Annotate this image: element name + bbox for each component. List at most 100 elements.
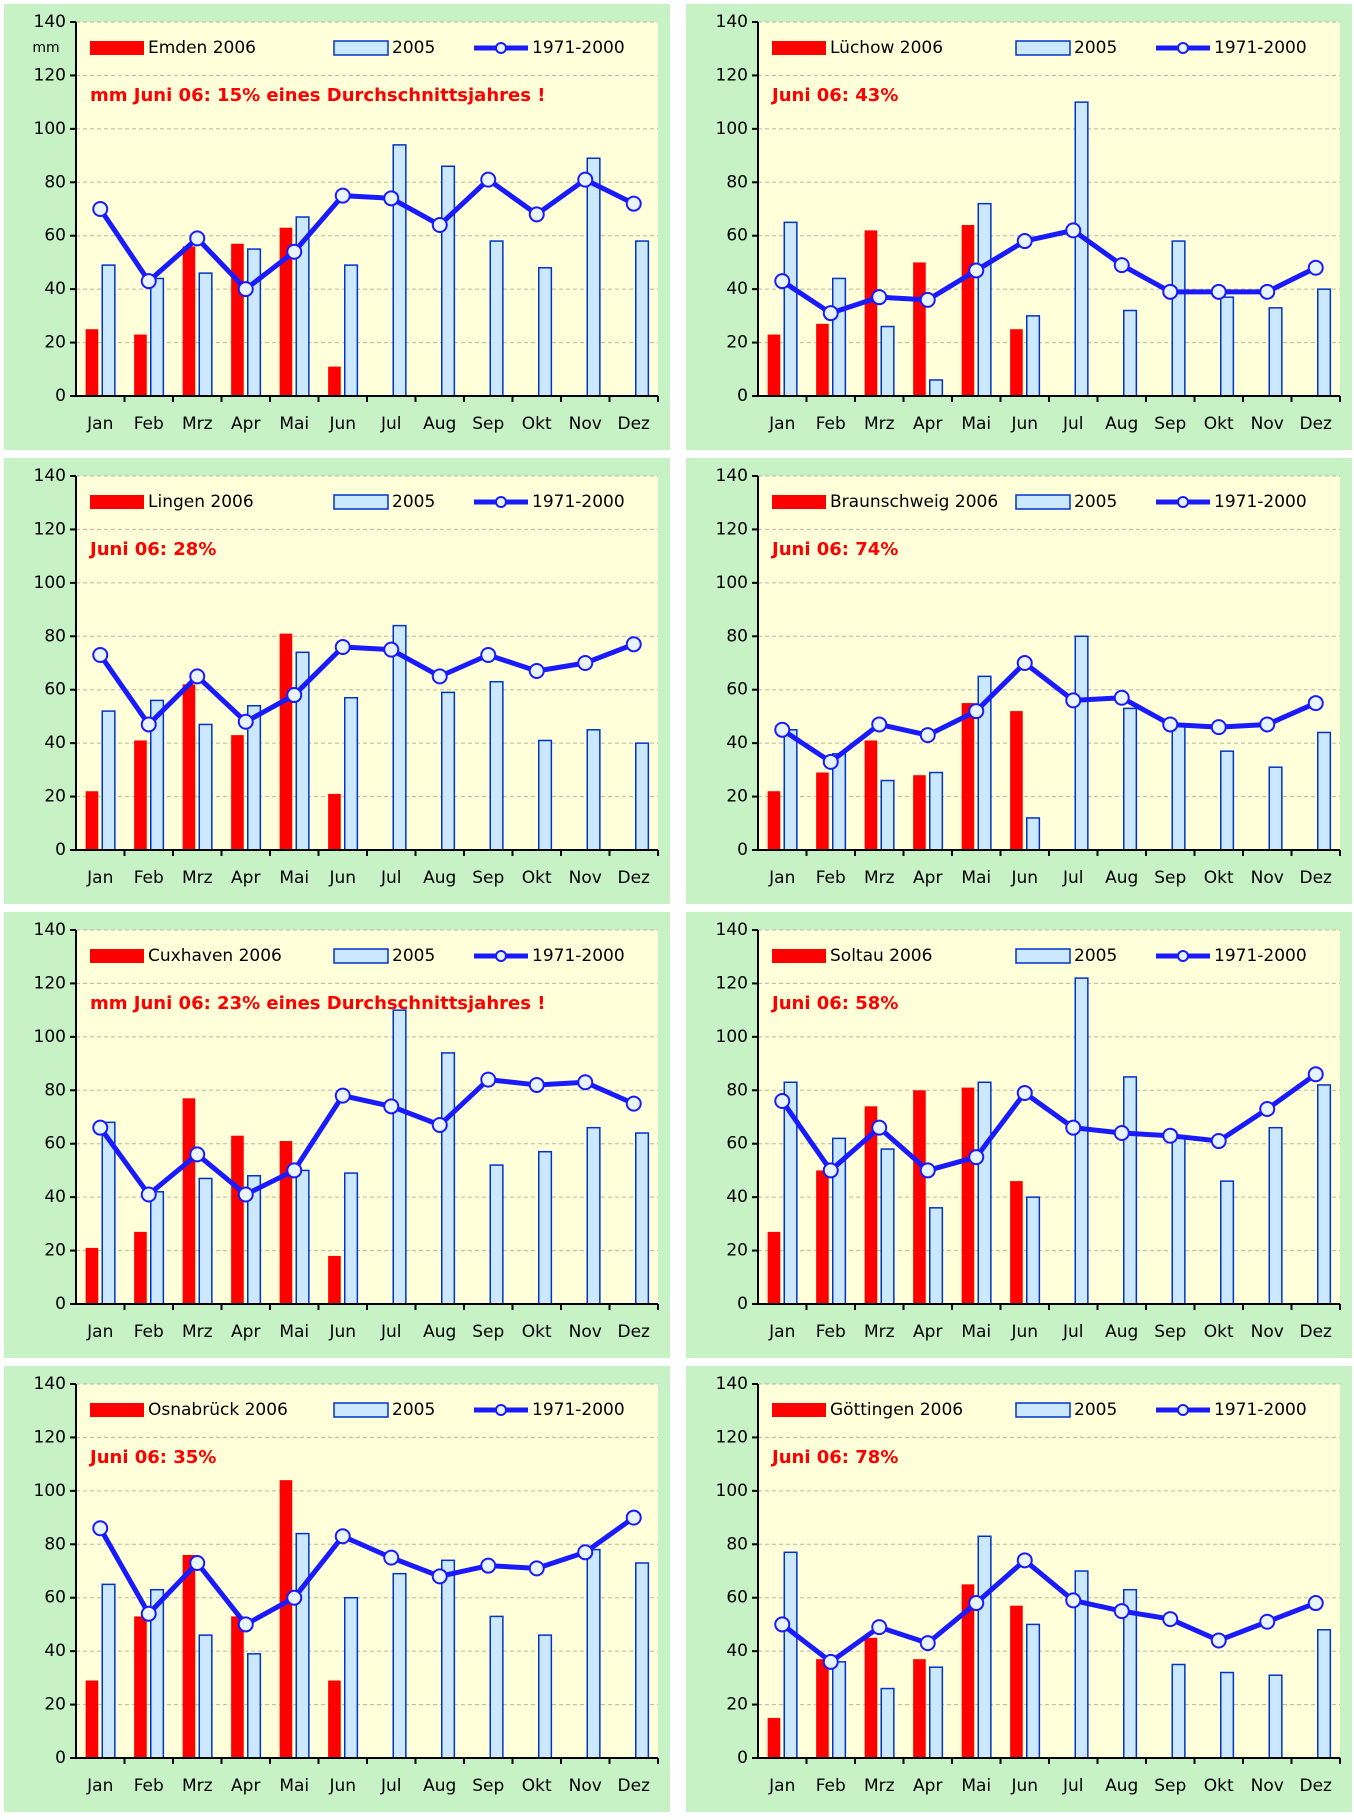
line-marker bbox=[774, 721, 791, 738]
legend-swatch bbox=[495, 496, 507, 508]
y-tick-label: 60 bbox=[44, 226, 66, 246]
bar bbox=[489, 680, 504, 851]
bar bbox=[441, 691, 456, 851]
line-marker bbox=[1259, 283, 1276, 300]
y-tick-label: 20 bbox=[726, 333, 748, 353]
bar bbox=[913, 775, 926, 850]
line-marker bbox=[237, 713, 254, 730]
line-marker bbox=[383, 1098, 400, 1115]
line-marker bbox=[968, 703, 985, 720]
bar bbox=[1171, 1134, 1186, 1305]
y-tick-label: 20 bbox=[44, 1695, 66, 1715]
line-marker bbox=[577, 655, 594, 671]
bar bbox=[279, 227, 293, 396]
bar bbox=[279, 1141, 293, 1304]
line-marker bbox=[92, 1520, 109, 1537]
line-marker bbox=[334, 1528, 351, 1545]
legend-label: 1971-2000 bbox=[532, 1400, 625, 1420]
line bbox=[98, 177, 635, 292]
legend-label: 2005 bbox=[1074, 946, 1117, 966]
legend-label: Soltau 2006 bbox=[830, 946, 932, 966]
legend-swatch bbox=[333, 494, 389, 510]
line-marker bbox=[822, 1653, 839, 1670]
legend-label: 2005 bbox=[1074, 1400, 1117, 1420]
y-tick-label: 80 bbox=[44, 1080, 66, 1100]
line-marker bbox=[431, 1568, 448, 1585]
x-tick-label: Apr bbox=[913, 1776, 942, 1796]
line-marker bbox=[871, 1619, 888, 1636]
x-tick-label: Feb bbox=[816, 1322, 846, 1342]
x-tick-label: Sep bbox=[472, 1322, 504, 1342]
annotation: Juni 06: 74% bbox=[770, 539, 898, 560]
bar bbox=[344, 1172, 359, 1305]
annotation: mm Juni 06: 15% eines Durchschnittsjahre… bbox=[90, 85, 545, 106]
bar bbox=[392, 1009, 407, 1305]
line-marker bbox=[286, 243, 303, 260]
bar bbox=[1171, 1663, 1186, 1759]
bar bbox=[231, 243, 244, 396]
bar bbox=[635, 1562, 650, 1759]
line-marker bbox=[431, 217, 448, 234]
bar bbox=[344, 696, 359, 851]
x-tick-label: Nov bbox=[1251, 1322, 1284, 1342]
bar bbox=[182, 1098, 196, 1304]
bar bbox=[538, 1150, 553, 1305]
x-tick-label: Jan bbox=[86, 1322, 113, 1342]
line-marker bbox=[1113, 1603, 1130, 1620]
y-tick-label: 100 bbox=[34, 1027, 66, 1047]
y-tick-label: 20 bbox=[726, 1695, 748, 1715]
bar bbox=[1074, 977, 1089, 1305]
bar bbox=[961, 1584, 975, 1758]
line-marker bbox=[1162, 1127, 1179, 1144]
bar bbox=[1220, 1180, 1235, 1305]
bar bbox=[1220, 1671, 1235, 1759]
y-tick-label: 80 bbox=[726, 1080, 748, 1100]
bar bbox=[247, 1653, 262, 1759]
x-tick-label: Nov bbox=[1251, 414, 1284, 434]
x-tick-label: Mai bbox=[279, 868, 309, 888]
line-marker bbox=[1210, 719, 1227, 736]
x-tick-label: Mrz bbox=[182, 1776, 213, 1796]
x-tick-label: Dez bbox=[618, 1322, 651, 1342]
x-tick-label: Jun bbox=[328, 868, 356, 888]
x-tick-label: Jul bbox=[1062, 1322, 1084, 1342]
y-tick-label: 20 bbox=[44, 333, 66, 353]
x-tick-label: Sep bbox=[1154, 1322, 1186, 1342]
bar bbox=[279, 1480, 293, 1758]
annotation: mm Juni 06: 23% eines Durchschnittsjahre… bbox=[90, 993, 545, 1014]
x-tick-label: Okt bbox=[1204, 1322, 1234, 1342]
y-tick-label: 40 bbox=[726, 1641, 748, 1661]
y-tick-label: 140 bbox=[34, 920, 66, 940]
legend-label: 2005 bbox=[392, 946, 435, 966]
line-marker bbox=[822, 753, 839, 770]
line-marker bbox=[1259, 1100, 1276, 1117]
x-tick-label: Dez bbox=[618, 1776, 651, 1796]
bar bbox=[767, 791, 781, 850]
bar bbox=[489, 1164, 504, 1305]
x-tick-label: Mrz bbox=[182, 868, 213, 888]
x-tick-label: Mrz bbox=[864, 414, 895, 434]
legend-swatch bbox=[1177, 950, 1189, 962]
bar bbox=[864, 1637, 878, 1758]
bar bbox=[101, 710, 116, 851]
x-tick-label: Jan bbox=[86, 414, 113, 434]
x-tick-label: Jul bbox=[1062, 414, 1084, 434]
line-marker bbox=[625, 1509, 642, 1526]
bar bbox=[247, 248, 262, 397]
line-marker bbox=[577, 1544, 594, 1561]
bar bbox=[586, 157, 601, 397]
bar bbox=[344, 264, 359, 397]
x-tick-label: Jan bbox=[768, 1322, 795, 1342]
x-tick-label: Jul bbox=[380, 868, 402, 888]
bar bbox=[85, 1247, 99, 1304]
x-tick-label: Sep bbox=[1154, 868, 1186, 888]
legend-swatch bbox=[1177, 42, 1189, 54]
line-marker bbox=[237, 281, 254, 298]
bar bbox=[85, 791, 99, 850]
chart: 0 20 40 60 80 100 120 140 Jan Feb Mrz Apr Mai Jun Jul A… bbox=[686, 4, 1352, 450]
x-tick-label: Apr bbox=[913, 414, 942, 434]
line-marker bbox=[774, 1616, 791, 1633]
bar bbox=[880, 325, 895, 397]
line-marker bbox=[1210, 283, 1227, 300]
legend-swatch bbox=[772, 1403, 826, 1417]
